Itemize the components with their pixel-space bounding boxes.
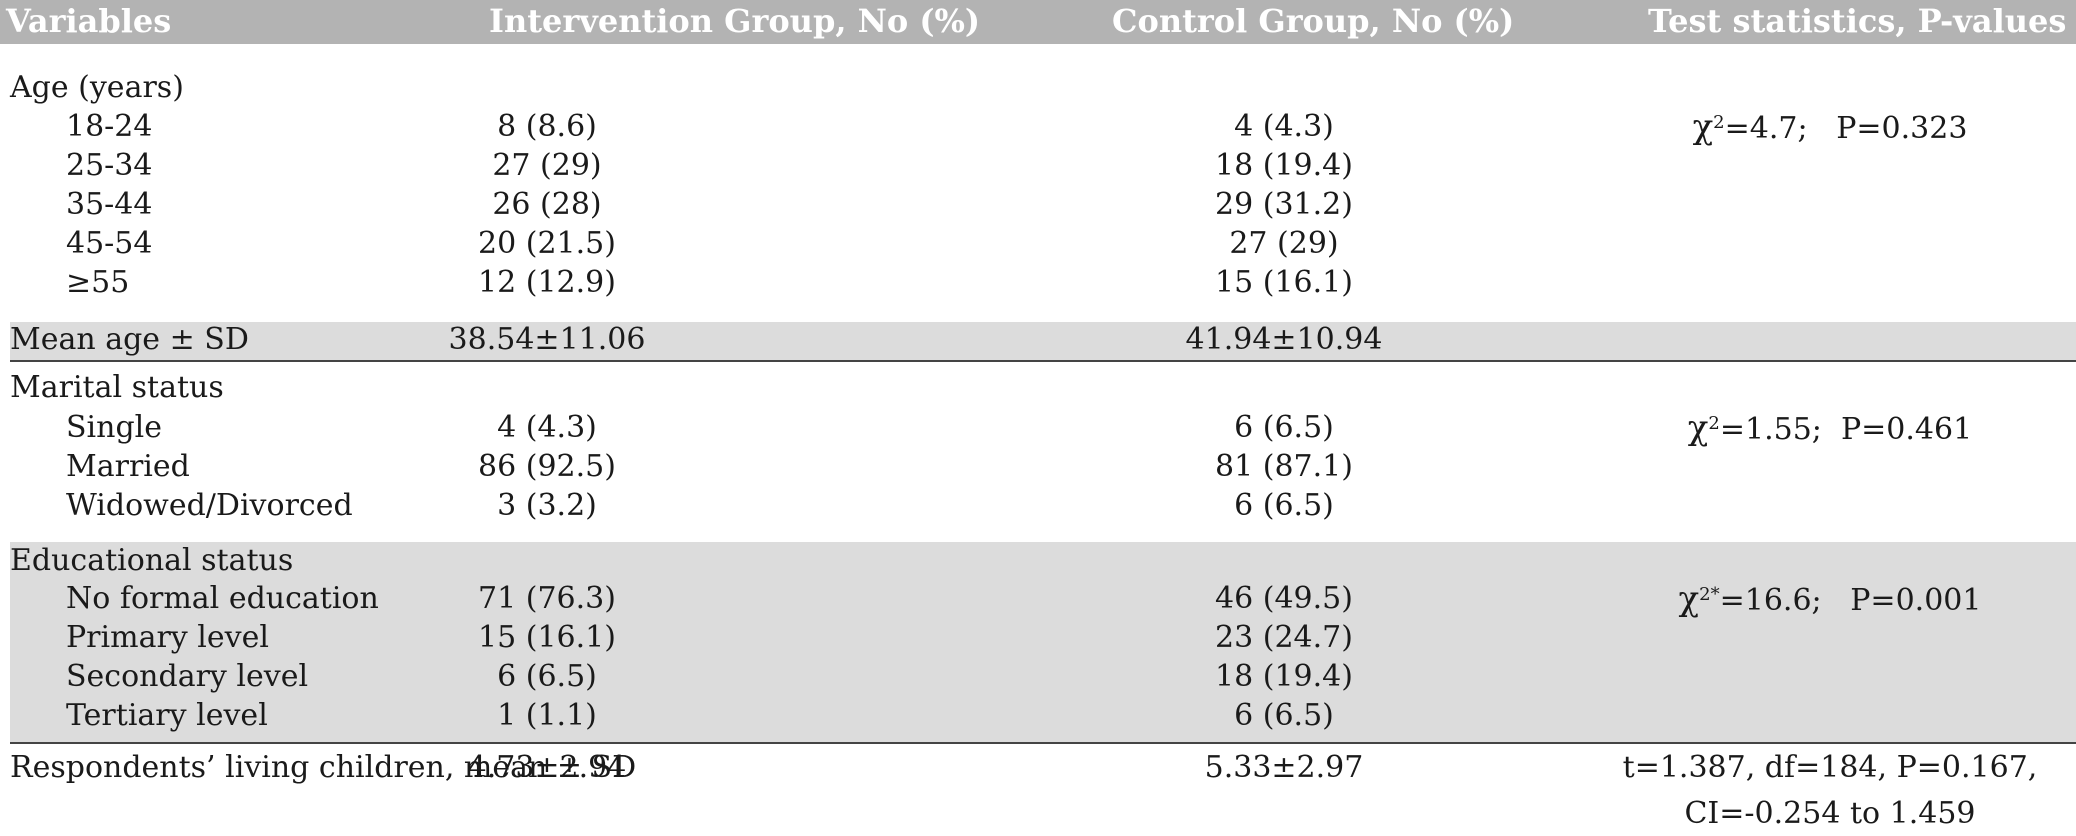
p-value: P=0.001 <box>1850 583 1982 618</box>
row-label: Widowed/Divorced <box>66 488 353 523</box>
control-cell: 18 (19.4) <box>1215 148 1353 183</box>
intervention-cell: 8 (8.6) <box>497 109 597 144</box>
control-cell: 23 (24.7) <box>1215 620 1353 655</box>
chi-symbol: χ <box>1678 579 1700 619</box>
chi-value: =1.55; <box>1719 412 1822 447</box>
control-cell: 41.94±10.94 <box>1185 322 1383 357</box>
intervention-cell: 26 (28) <box>492 187 602 222</box>
chi-superscript: 2 <box>1713 112 1725 133</box>
control-cell: 6 (6.5) <box>1234 410 1334 445</box>
intervention-cell: 1 (1.1) <box>497 698 597 733</box>
intervention-cell: 38.54±11.06 <box>448 322 646 357</box>
chi-symbol: χ <box>1692 107 1714 147</box>
chi-value: =16.6; <box>1719 583 1822 618</box>
header-intervention: Intervention Group, No (%) <box>489 2 981 40</box>
row-label: No formal education <box>66 581 379 616</box>
row-label: 18-24 <box>66 109 153 144</box>
row-label: Single <box>66 410 163 445</box>
header-control: Control Group, No (%) <box>1112 2 1515 40</box>
intervention-cell: 4.73±2.94 <box>467 750 627 785</box>
intervention-cell: 20 (21.5) <box>478 226 616 261</box>
chi-value: =4.7; <box>1724 111 1808 146</box>
control-cell: 15 (16.1) <box>1215 265 1353 300</box>
mean-age-label: Mean age ± SD <box>10 322 249 357</box>
row-label: Primary level <box>66 620 269 655</box>
row-label: 25-34 <box>66 148 153 183</box>
header-test-statistics: Test statistics, P-values <box>1648 2 2067 40</box>
p-value: P=0.323 <box>1836 111 1968 146</box>
control-cell: 4 (4.3) <box>1234 109 1334 144</box>
education-test-statistic: χ2*=16.6; P=0.001 <box>1610 581 2050 619</box>
intervention-cell: 4 (4.3) <box>497 410 597 445</box>
children-label: Respondents’ living children, mean ± SD <box>10 750 637 785</box>
row-label: 45-54 <box>66 226 153 261</box>
control-cell: 46 (49.5) <box>1215 581 1353 616</box>
chi-superscript: 2 <box>1708 413 1720 434</box>
intervention-cell: 27 (29) <box>492 148 602 183</box>
intervention-cell: 3 (3.2) <box>497 488 597 523</box>
table-header: Variables Intervention Group, No (%) Con… <box>0 0 2076 44</box>
divider <box>10 742 2076 744</box>
age-test-statistic: χ2=4.7; P=0.323 <box>1610 109 2050 147</box>
intervention-cell: 71 (76.3) <box>478 581 616 616</box>
control-cell: 6 (6.5) <box>1234 698 1334 733</box>
row-label: Tertiary level <box>66 698 268 733</box>
row-label: Secondary level <box>66 659 309 694</box>
row-label: ≥55 <box>66 265 130 300</box>
control-cell: 81 (87.1) <box>1215 449 1353 484</box>
intervention-cell: 12 (12.9) <box>478 265 616 300</box>
section-label-education: Educational status <box>10 543 294 578</box>
row-label: 35-44 <box>66 187 153 222</box>
row-label: Married <box>66 449 190 484</box>
children-test-line2: CI=-0.254 to 1.459 <box>1684 796 1976 831</box>
chi-symbol: χ <box>1687 408 1709 448</box>
marital-test-statistic: χ2=1.55; P=0.461 <box>1610 410 2050 448</box>
section-label-marital: Marital status <box>10 370 224 405</box>
chi-superscript: 2* <box>1699 584 1720 605</box>
divider <box>10 360 2076 362</box>
p-value: P=0.461 <box>1840 412 1973 447</box>
intervention-cell: 15 (16.1) <box>478 620 616 655</box>
control-cell: 18 (19.4) <box>1215 659 1353 694</box>
control-cell: 6 (6.5) <box>1234 488 1334 523</box>
intervention-cell: 6 (6.5) <box>497 659 597 694</box>
control-cell: 29 (31.2) <box>1215 187 1353 222</box>
control-cell: 5.33±2.97 <box>1204 750 1364 785</box>
intervention-cell: 86 (92.5) <box>478 449 616 484</box>
section-label-age: Age (years) <box>10 70 184 105</box>
header-variables: Variables <box>6 2 172 40</box>
mean-age-band <box>10 322 2076 360</box>
education-band <box>10 542 2076 742</box>
children-test-line1: t=1.387, df=184, P=0.167, <box>1622 750 2038 785</box>
control-cell: 27 (29) <box>1229 226 1339 261</box>
